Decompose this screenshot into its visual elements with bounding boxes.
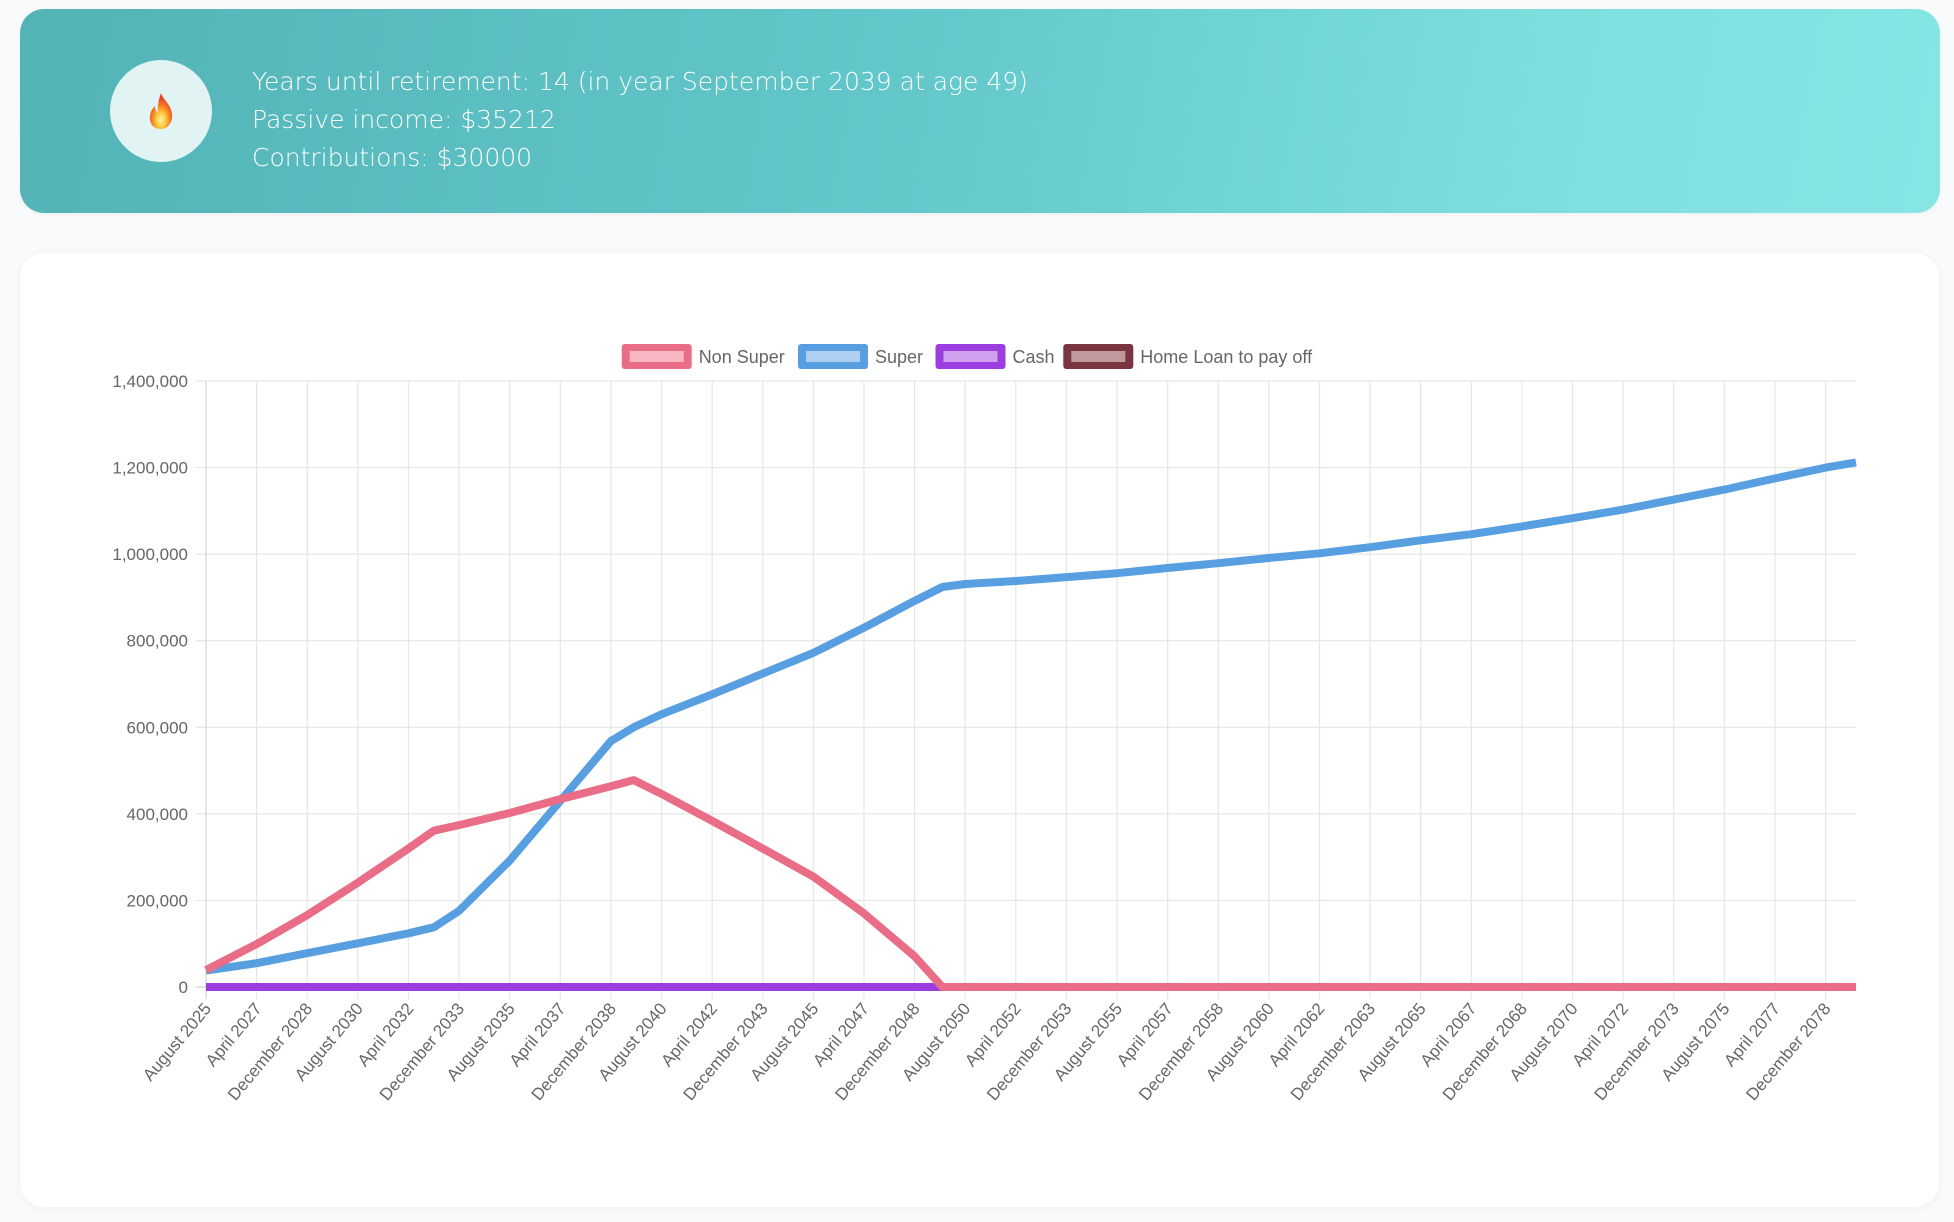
legend: Non Super Super Cash Home Loan to pay off bbox=[621, 344, 1313, 369]
legend-item-cash[interactable]: Cash bbox=[935, 344, 1055, 369]
series-line-non-super bbox=[204, 776, 1856, 991]
y-tick-label: 1,200,000 bbox=[112, 459, 188, 478]
fire-icon-badge bbox=[110, 60, 212, 162]
legend-label: Cash bbox=[1013, 347, 1055, 367]
fire-icon bbox=[149, 93, 173, 129]
legend-label: Home Loan to pay off bbox=[1140, 347, 1313, 367]
series-lines bbox=[204, 458, 1857, 991]
legend-item-home-loan-to-pay-off[interactable]: Home Loan to pay off bbox=[1063, 344, 1313, 369]
years-until-retirement: Years until retirement: 14 (in year Sept… bbox=[252, 67, 1028, 96]
summary-lines: Years until retirement: 14 (in year Sept… bbox=[252, 63, 1028, 177]
y-tick-label: 600,000 bbox=[127, 718, 188, 737]
legend-swatch-fill bbox=[806, 351, 860, 362]
series-line-super bbox=[205, 458, 1857, 975]
legend-swatch-fill bbox=[629, 351, 684, 362]
passive-income: Passive income: $35212 bbox=[252, 105, 556, 134]
legend-label: Super bbox=[875, 347, 923, 367]
legend-item-non-super[interactable]: Non Super bbox=[621, 344, 785, 369]
y-tick-label: 1,400,000 bbox=[112, 372, 188, 391]
grid-lines bbox=[196, 380, 1856, 999]
legend-label: Non Super bbox=[699, 347, 785, 367]
y-tick-label: 200,000 bbox=[127, 891, 188, 910]
legend-swatch-fill bbox=[943, 351, 998, 362]
x-tick-label: August 2025 bbox=[139, 999, 215, 1084]
y-axis: 0 200,000 400,000 600,000 800,000 1,000,000 1,… bbox=[112, 372, 188, 997]
y-tick-label: 400,000 bbox=[127, 805, 188, 824]
contributions: Contributions: $30000 bbox=[252, 143, 533, 172]
legend-item-super[interactable]: Super bbox=[798, 344, 923, 369]
retirement-summary-banner: Years until retirement: 14 (in year Sept… bbox=[20, 9, 1940, 213]
y-tick-label: 800,000 bbox=[127, 632, 188, 651]
y-tick-label: 0 bbox=[179, 978, 188, 997]
y-tick-label: 1,000,000 bbox=[112, 545, 188, 564]
legend-swatch-fill bbox=[1071, 351, 1126, 362]
chart-card bbox=[20, 253, 1939, 1207]
